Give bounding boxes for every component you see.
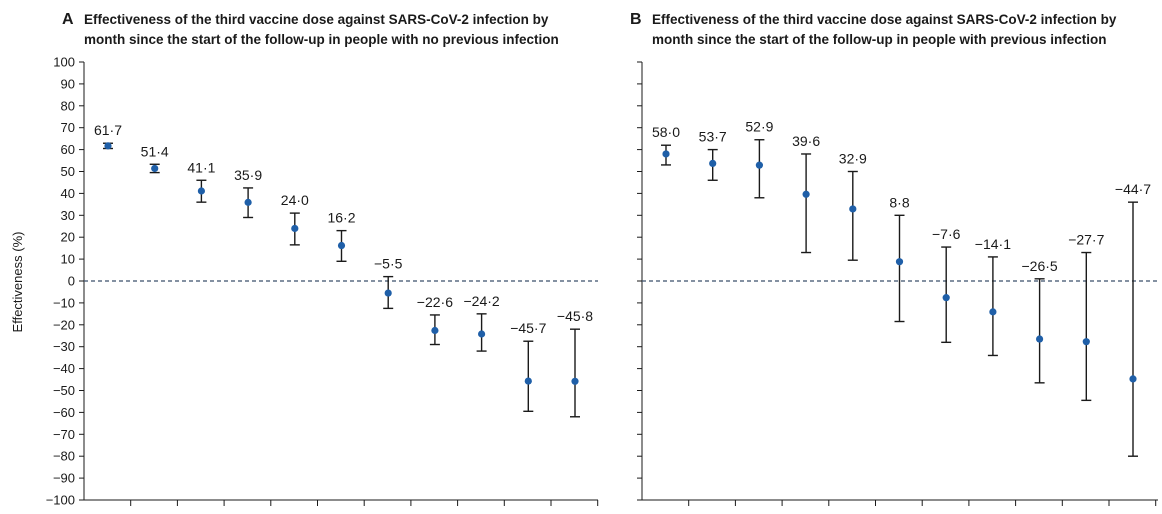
panel-b-data-point [895,258,904,266]
panel-a-data-point [244,198,252,206]
panel-b-data-point [755,161,764,169]
y-tick-label: 80 [61,98,75,113]
y-tick-label: −70 [53,427,75,442]
y-tick-label: −20 [53,317,75,332]
panel-a-data-point [571,377,579,385]
y-axis-title: Effectiveness (%) [10,232,25,333]
panel-a-title-line-1: Effectiveness of the third vaccine dose … [84,12,549,27]
panel-a-data-point [478,330,486,338]
panel-b-data-label: 52·9 [745,119,773,135]
panel-b-data-label: 53·7 [699,129,727,145]
panel-a-data-point [197,187,205,195]
y-tick-label: −80 [53,449,75,464]
y-tick-label: 50 [61,164,75,179]
panel-b-data-point [989,308,997,316]
panel-a-data-point [524,377,532,385]
panel-b-data-label: −27·7 [1068,232,1104,248]
y-tick-label: 20 [61,230,75,245]
panel-b-data-point [709,159,717,167]
panel-b-title-line-1: Effectiveness of the third vaccine dose … [652,12,1117,27]
panel-b-data-label: 58·0 [652,124,680,140]
panel-a-data-point [104,142,112,150]
panel-a-data-point [384,289,392,297]
panel-b-data-point [849,205,857,213]
panel-a-data-label: −5·5 [374,256,403,272]
panel-b-data-label: −26·5 [1021,258,1057,274]
panel-a-data-label: −22·6 [417,294,453,310]
y-tick-label: −10 [53,295,75,310]
panel-a-title-line-2: month since the start of the follow-up i… [84,32,559,47]
y-tick-label: 60 [61,142,75,157]
panel-b-data-label: −44·7 [1115,181,1151,197]
y-tick-label: 0 [68,274,75,289]
y-tick-label: 90 [61,76,75,91]
panel-b-data-label: −14·1 [975,236,1011,252]
panel-b-data-point [1036,335,1044,343]
panel-b-data-point [1129,375,1137,383]
panel-b-data-point [942,294,950,302]
panel-b-data-point [1082,338,1090,346]
y-tick-label: −40 [53,361,75,376]
y-tick-label: −100 [46,493,75,508]
panel-b-data-point [802,190,810,198]
panel-a-data-label: 16·2 [327,210,355,226]
panel-a-data-label: 24·0 [281,192,309,208]
y-tick-label: 30 [61,208,75,223]
y-tick-label: −90 [53,471,75,486]
panel-b-data-label: 32·9 [839,151,867,167]
panel-a-data-label: 35·9 [234,167,262,183]
y-tick-label: 100 [53,55,75,70]
panel-b-letter: B [630,11,642,28]
y-tick-label: −60 [53,405,75,420]
panel-b-title-line-2: month since the start of the follow-up i… [652,32,1107,47]
panel-b-data-label: 8·8 [889,194,909,210]
y-tick-label: 10 [61,252,75,267]
panel-a-data-point [431,326,439,335]
panel-a-letter: A [62,11,74,28]
panel-a-data-label: −45·7 [510,320,546,336]
panel-a-data-point [151,164,159,173]
panel-a-data-label: 51·4 [141,143,169,159]
y-tick-label: 70 [61,120,75,135]
panel-b-data-point [662,150,670,158]
panel-a-data-label: 61·7 [94,122,122,138]
panel-a-plot: 1009080706050403020100−10−20−30−40−50−60… [46,55,599,508]
y-tick-label: −30 [53,339,75,354]
panel-b-plot: 58·0 53·7 52·9 39·6 32·9 8·8 −7·6 −14·1 −26·5 −27… [637,61,1158,506]
panel-a-data-label: 41·1 [187,159,215,175]
panel-b-data-label: 39·6 [792,133,820,149]
panel-a-data-label: −24·2 [463,293,499,309]
panel-a-data-label: −45·8 [557,308,593,324]
y-tick-label: 40 [61,186,75,201]
panel-a-data-point [337,241,346,250]
panel-a-data-point [291,224,299,233]
panel-b-data-label: −7·6 [932,226,961,242]
y-tick-label: −50 [53,383,75,398]
